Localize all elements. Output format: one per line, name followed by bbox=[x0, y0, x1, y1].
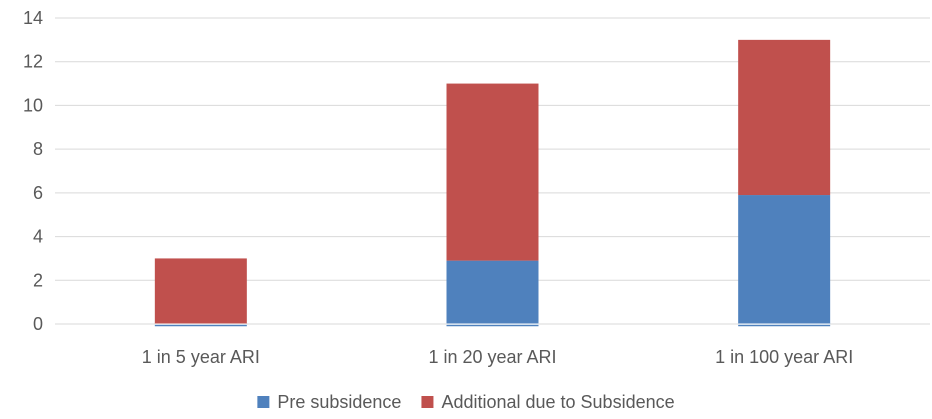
x-tick-label: 1 in 20 year ARI bbox=[428, 347, 556, 367]
bar-segment bbox=[446, 83, 539, 261]
bar-segment bbox=[446, 260, 539, 324]
bar-segment bbox=[738, 195, 831, 324]
x-tick-label: 1 in 5 year ARI bbox=[142, 347, 260, 367]
y-tick-label: 4 bbox=[33, 227, 43, 247]
legend: Pre subsidence Additional due to Subsiden… bbox=[257, 392, 675, 412]
y-tick-label: 14 bbox=[23, 8, 43, 28]
y-axis: 0 2 4 6 8 10 12 14 bbox=[23, 8, 43, 334]
y-tick-label: 2 bbox=[33, 270, 43, 290]
legend-swatch bbox=[421, 396, 434, 408]
y-tick-label: 8 bbox=[33, 139, 43, 159]
legend-label: Additional due to Subsidence bbox=[441, 392, 674, 412]
bars bbox=[154, 39, 831, 327]
y-tick-label: 12 bbox=[23, 52, 43, 72]
bar-segment bbox=[154, 258, 247, 324]
y-tick-label: 0 bbox=[33, 314, 43, 334]
x-axis: 1 in 5 year ARI 1 in 20 year ARI 1 in 100 … bbox=[142, 347, 853, 367]
y-tick-label: 6 bbox=[33, 183, 43, 203]
x-tick-label: 1 in 100 year ARI bbox=[715, 347, 853, 367]
legend-label: Pre subsidence bbox=[277, 392, 401, 412]
y-tick-label: 10 bbox=[23, 95, 43, 115]
bar-segment bbox=[738, 39, 831, 196]
legend-swatch bbox=[257, 396, 270, 408]
